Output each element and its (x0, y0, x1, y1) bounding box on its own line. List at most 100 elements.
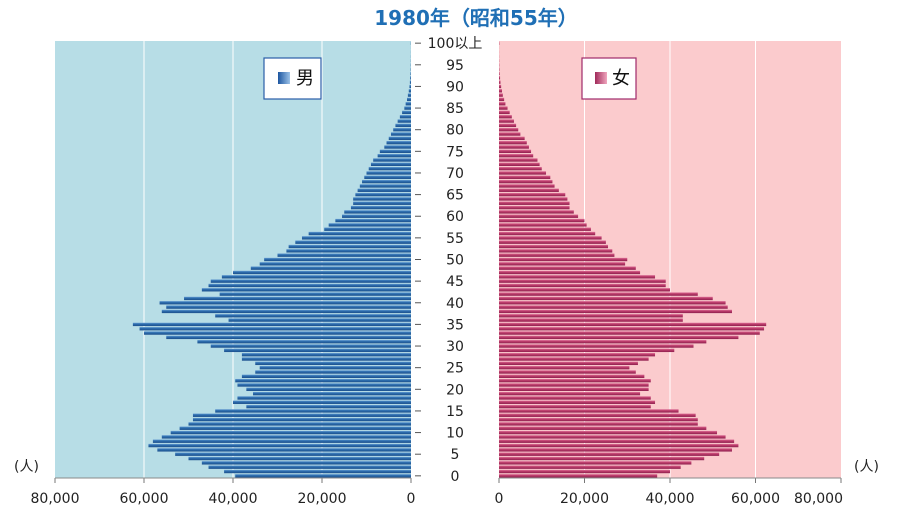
age-tick-label: 55 (446, 231, 464, 247)
age-tick-label: 85 (446, 101, 464, 117)
female-bar (499, 465, 681, 469)
male-bar (201, 288, 411, 292)
male-bar (228, 318, 411, 322)
female-bar (499, 140, 527, 145)
female-bar (499, 279, 666, 283)
female-x-tick-label: 60,000 (731, 491, 780, 507)
female-bar (499, 188, 559, 192)
male-bar (368, 166, 411, 171)
female-bar (499, 439, 735, 443)
female-bars (499, 41, 767, 478)
female-bar (499, 270, 641, 275)
age-tick-label: 65 (446, 188, 464, 204)
male-legend-label: 男 (296, 68, 314, 89)
female-legend-label: 女 (612, 68, 630, 89)
male-bar (397, 119, 411, 123)
female-bar (499, 218, 585, 223)
female-bar (499, 474, 658, 478)
male-bar (373, 158, 411, 162)
male-bar (335, 218, 411, 223)
male-bar (286, 249, 411, 253)
male-bar (405, 102, 411, 106)
female-bar (499, 214, 579, 218)
male-bar (342, 214, 411, 218)
male-bar (144, 331, 411, 335)
male-bar (233, 400, 411, 404)
female-bar (499, 348, 675, 353)
female-bar (499, 102, 506, 106)
female-bar (499, 158, 538, 162)
male-x-tick-label: 80,000 (31, 491, 80, 507)
age-axis: 0 5 10 15 20 25 30 35 40 45 50 55 60 65 70 75 80 85 90 95 10… (415, 36, 482, 485)
male-bar (357, 188, 411, 192)
male-x-tick-label: 0 (407, 491, 416, 507)
male-bar (384, 145, 411, 149)
female-bar (499, 205, 570, 210)
female-bar (499, 292, 698, 296)
male-bar (386, 140, 411, 145)
male-bar (393, 128, 411, 132)
female-legend-swatch (595, 72, 607, 84)
male-bar (350, 205, 411, 210)
male-bar (324, 227, 411, 231)
male-bar (241, 374, 411, 379)
female-bar (499, 153, 534, 158)
male-bar (161, 435, 411, 439)
female-bar (499, 378, 651, 383)
age-tick-label: 95 (446, 58, 464, 74)
female-bar (499, 123, 517, 128)
female-x-tick-label: 40,000 (646, 491, 695, 507)
female-bar (499, 192, 566, 197)
male-bar (235, 378, 411, 383)
male-bar (215, 314, 411, 318)
female-bar (499, 400, 656, 404)
female-bar (499, 422, 698, 426)
female-bar (499, 331, 760, 335)
female-bar (499, 227, 591, 231)
female-bar (499, 149, 532, 154)
male-x-unit: (人) (14, 459, 39, 475)
age-tick-label: 30 (446, 339, 464, 355)
female-bar (499, 201, 570, 205)
female-bar (499, 71, 500, 76)
male-bar (233, 270, 411, 275)
female-bar (499, 361, 638, 366)
chart-title: 1980年（昭和55年） (374, 6, 578, 30)
male-bar (364, 175, 411, 179)
female-bar (499, 404, 651, 409)
male-bar (410, 71, 411, 76)
age-tick-label: 100以上 (428, 36, 483, 52)
male-bar (197, 340, 411, 344)
female-bar (499, 357, 649, 361)
male-bar (215, 409, 411, 413)
age-tick-label: 25 (446, 361, 464, 377)
female-bar (499, 305, 728, 309)
female-bar (499, 353, 656, 357)
male-bar (161, 309, 411, 314)
age-tick-label: 15 (446, 404, 464, 420)
male-bar (259, 262, 411, 266)
female-bar (499, 443, 739, 448)
male-bar (264, 257, 411, 262)
male-bar (210, 279, 411, 283)
female-bar (499, 301, 726, 305)
male-x-tick-label: 60,000 (120, 491, 169, 507)
male-bar (388, 136, 411, 141)
age-tick-label: 35 (446, 317, 464, 333)
age-tick-label: 80 (446, 123, 464, 139)
female-bar (499, 93, 503, 97)
female-bar (499, 175, 551, 179)
female-bar (499, 84, 502, 89)
female-bar (499, 370, 636, 374)
female-bar (499, 80, 501, 84)
female-bar (499, 76, 501, 80)
female-bar (499, 89, 502, 93)
female-x-axis: 0 20,000 40,000 60,000 80,000 (495, 478, 843, 507)
male-bar (235, 474, 411, 478)
age-tick-label: 20 (446, 382, 464, 398)
male-bar (366, 171, 411, 175)
female-bar (499, 97, 505, 102)
male-bar (241, 357, 411, 361)
male-x-tick-label: 40,000 (209, 491, 258, 507)
